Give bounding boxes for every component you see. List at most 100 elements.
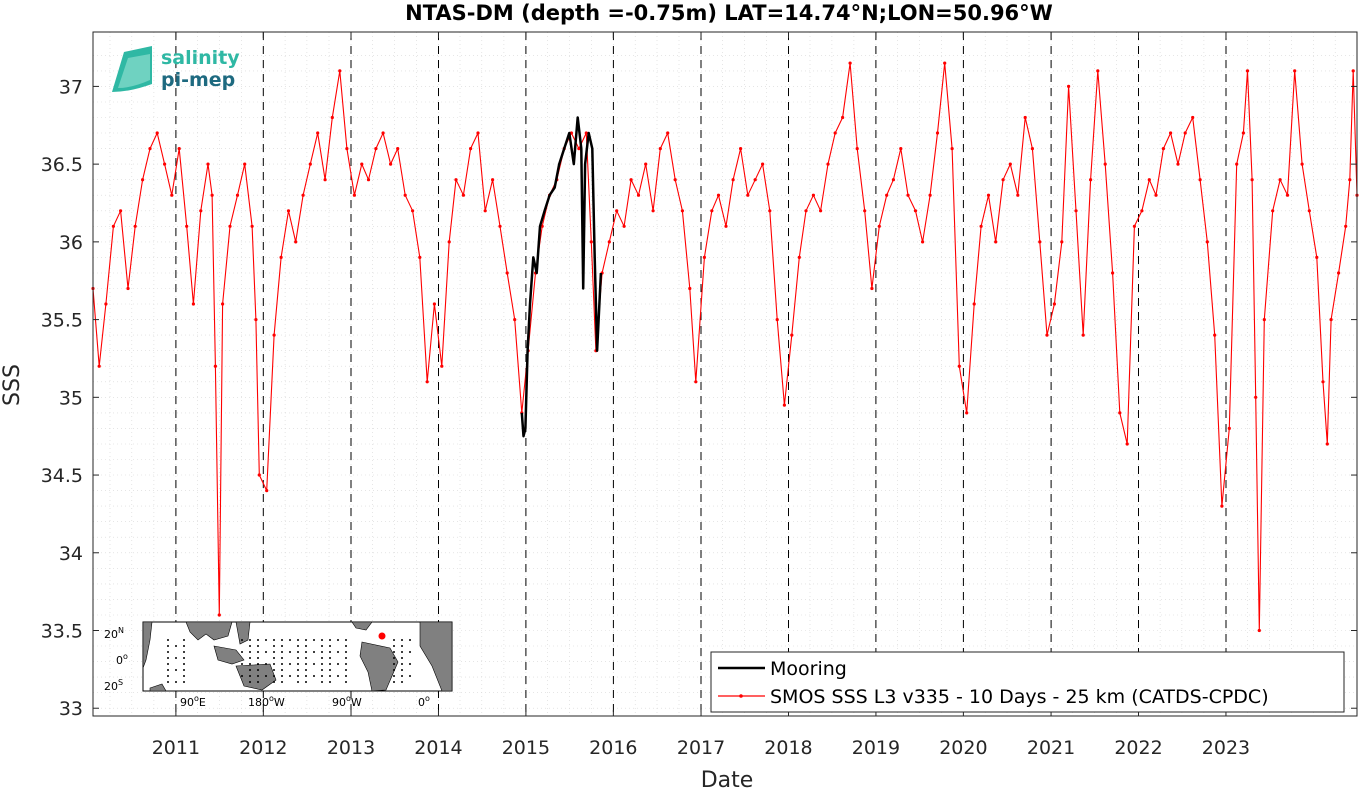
inset-map-dot bbox=[401, 651, 403, 653]
smos-point bbox=[104, 302, 108, 306]
x-tick-label: 2011 bbox=[152, 737, 200, 759]
year-lines bbox=[175, 32, 1227, 716]
x-tick-label: 2016 bbox=[589, 737, 637, 759]
smos-point bbox=[1235, 162, 1239, 166]
smos-point bbox=[308, 162, 312, 166]
inset-map-dot bbox=[305, 645, 307, 647]
inset-map-dot bbox=[345, 675, 347, 677]
inset-map-dot bbox=[241, 639, 243, 641]
inset-map-dot bbox=[249, 639, 251, 641]
inset-map-dot bbox=[183, 657, 185, 659]
y-tick-label: 34 bbox=[59, 543, 83, 565]
inset-map-land bbox=[142, 621, 453, 692]
smos-point bbox=[206, 162, 210, 166]
smos-point bbox=[782, 403, 787, 407]
smos-point bbox=[1329, 318, 1333, 322]
pi-mep-logo: salinity pi-mep bbox=[112, 46, 240, 92]
inset-map-xlabel-180w: 180oW bbox=[248, 694, 285, 709]
inset-map-land-shape bbox=[359, 641, 399, 692]
smos-point bbox=[366, 178, 371, 182]
smos-point bbox=[1052, 302, 1056, 306]
y-tick-label: 37 bbox=[59, 76, 83, 98]
smos-point bbox=[1262, 318, 1266, 322]
inset-map-dot bbox=[393, 645, 395, 647]
smos-point bbox=[716, 193, 721, 197]
smos-point bbox=[651, 209, 655, 213]
smos-point bbox=[584, 131, 588, 135]
inset-map-dot bbox=[183, 681, 185, 683]
inset-map-dot bbox=[305, 651, 307, 653]
x-tick-label: 2014 bbox=[414, 737, 462, 759]
inset-map-dot bbox=[281, 657, 283, 659]
inset-map-dot bbox=[297, 657, 299, 659]
smos-point bbox=[1321, 380, 1325, 384]
smos-point bbox=[1067, 84, 1071, 88]
inset-map-dot bbox=[313, 663, 315, 665]
smos-point bbox=[1300, 162, 1304, 166]
smos-point bbox=[811, 193, 816, 197]
inset-map-dot bbox=[313, 639, 315, 641]
smos-point bbox=[97, 364, 101, 368]
smos-point bbox=[141, 178, 145, 182]
legend: Mooring SMOS SSS L3 v335 - 10 Days - 25 … bbox=[710, 651, 1345, 713]
inset-map-dot bbox=[409, 663, 411, 665]
inset-map-dot bbox=[257, 651, 259, 653]
inset-map-dot bbox=[183, 639, 185, 641]
inset-map-dot bbox=[345, 681, 347, 683]
inset-map-dot bbox=[305, 669, 307, 671]
smos-point bbox=[943, 61, 947, 65]
smos-point bbox=[1176, 162, 1180, 166]
y-tick-label: 34.5 bbox=[41, 465, 83, 487]
y-tick-label: 36.5 bbox=[41, 154, 83, 176]
inset-map-dot bbox=[337, 651, 339, 653]
x-tick-label: 2021 bbox=[1027, 737, 1075, 759]
smos-point bbox=[702, 255, 707, 259]
smos-point bbox=[294, 240, 298, 244]
inset-map-dot bbox=[281, 675, 283, 677]
smos-point bbox=[804, 209, 808, 213]
smos-point bbox=[753, 178, 757, 182]
smos-point bbox=[1254, 395, 1258, 399]
inset-map-dot bbox=[167, 669, 169, 671]
smos-point bbox=[797, 255, 801, 259]
smos-point bbox=[374, 147, 378, 151]
smos-point bbox=[352, 193, 356, 197]
inset-map-dot bbox=[313, 675, 315, 677]
smos-point bbox=[498, 224, 502, 228]
y-axis-label: SSS bbox=[0, 364, 25, 406]
inset-map-dot bbox=[305, 675, 307, 677]
smos-point bbox=[775, 318, 779, 322]
inset-map-dot bbox=[329, 639, 331, 641]
smos-point bbox=[994, 240, 998, 244]
legend-box bbox=[710, 651, 1345, 713]
inset-map-dot bbox=[273, 663, 275, 665]
inset-map-dot bbox=[257, 657, 259, 659]
inset-map-dot bbox=[175, 645, 177, 647]
smos-point bbox=[1060, 240, 1064, 244]
smos-point bbox=[191, 302, 195, 306]
inset-map-dot bbox=[289, 639, 291, 641]
smos-point bbox=[768, 209, 772, 213]
inset-map-dot bbox=[321, 651, 323, 653]
y-tick-label: 33.5 bbox=[41, 621, 83, 643]
smos-point bbox=[1023, 115, 1027, 120]
x-axis-label: Date bbox=[701, 768, 754, 790]
smos-point bbox=[1081, 333, 1085, 337]
inset-map-dot bbox=[273, 669, 275, 671]
inset-map-dot bbox=[321, 663, 323, 665]
inset-map-dot bbox=[305, 639, 307, 641]
smos-point bbox=[673, 178, 677, 182]
inset-map-dot bbox=[289, 651, 291, 653]
smos-point bbox=[972, 302, 976, 306]
smos-point bbox=[622, 224, 626, 228]
x-tick-label: 2018 bbox=[764, 737, 812, 759]
smos-point bbox=[119, 209, 123, 213]
inset-map-dot bbox=[183, 675, 185, 677]
inset-map-land-shape bbox=[235, 621, 251, 645]
inset-map-dot bbox=[167, 645, 169, 647]
smos-point bbox=[1191, 115, 1195, 120]
mooring-line bbox=[520, 116, 603, 438]
smos-point bbox=[1351, 69, 1355, 73]
logo-text-pi-mep: pi-mep bbox=[161, 69, 235, 91]
smos-point bbox=[644, 162, 648, 166]
